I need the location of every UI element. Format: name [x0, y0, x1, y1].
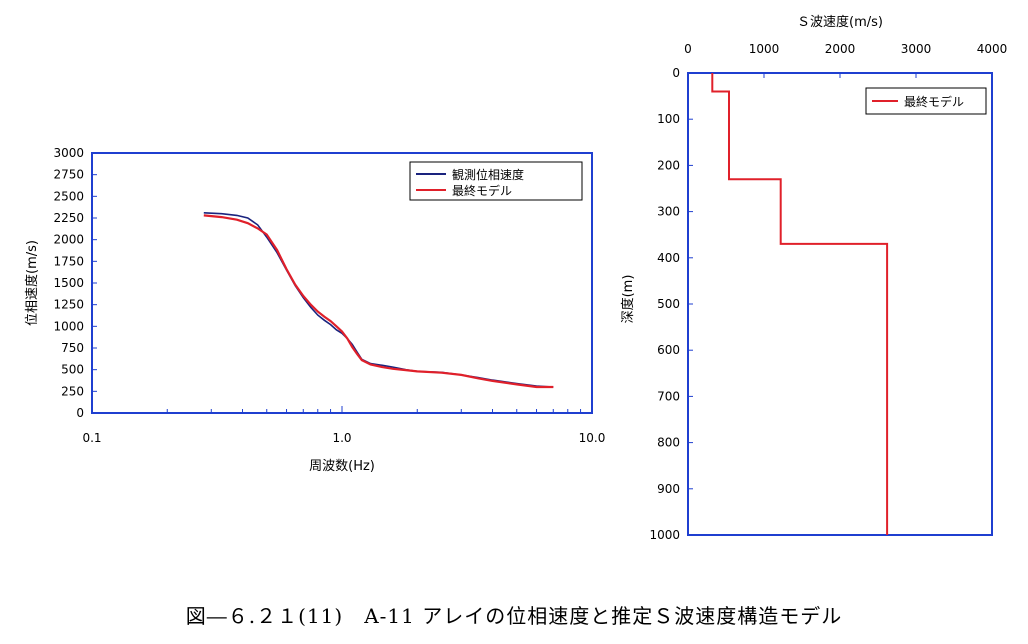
phase-velocity-chart: 0 250 500 750 1000 1250 1500 1750 2000 2250 2500 27…	[24, 146, 605, 474]
y-tick-label: 200	[657, 158, 680, 172]
y-tick-label: 600	[657, 343, 680, 357]
y-tick-label: 1750	[53, 254, 84, 268]
y-tick-label: 250	[61, 384, 84, 398]
y-tick-label: 100	[657, 112, 680, 126]
legend-label: 観測位相速度	[452, 167, 524, 182]
y-tick-label: 750	[61, 341, 84, 355]
y-tick-label: 2750	[53, 168, 84, 182]
x-tick-label: 10.0	[579, 431, 606, 445]
x-axis-ticks: 0.1 1.0 10.0	[82, 406, 605, 445]
series-lines	[203, 212, 554, 389]
y-tick-label: 1500	[53, 276, 84, 290]
y-tick-label: 1000	[53, 319, 84, 333]
legend: 最終モデル	[865, 87, 987, 115]
y-tick-label: 0	[76, 406, 84, 420]
x-axis-label: 周波数(Hz)	[309, 459, 375, 474]
y-tick-label: 1000	[649, 528, 680, 542]
y-tick-label: 1250	[53, 298, 84, 312]
shear-velocity-profile-chart: 0 100 200 300 400 500 600 700 800 900 1000 0 1000 20…	[620, 14, 1007, 542]
y-tick-label: 2000	[53, 233, 84, 247]
y-tick-label: 3000	[53, 146, 84, 160]
plot-frame	[687, 72, 993, 536]
series-line-model	[203, 214, 554, 389]
y-tick-label: 400	[657, 251, 680, 265]
x-tick-label: 4000	[977, 42, 1008, 56]
y-axis-ticks: 0 250 500 750 1000 1250 1500 1750 2000 2250 2500 27…	[53, 146, 97, 420]
legend-box	[409, 161, 583, 201]
y-tick-label: 900	[657, 482, 680, 496]
x-tick-label: 0	[684, 42, 692, 56]
series-line-observed	[203, 212, 554, 388]
series-line-model	[711, 73, 889, 535]
y-tick-label: 500	[61, 363, 84, 377]
y-axis-label: 深度(m)	[620, 275, 636, 324]
y-tick-label: 0	[672, 66, 680, 80]
figure-caption: 図―６.２１(11) A-11 アレイの位相速度と推定Ｓ波速度構造モデル	[185, 604, 843, 628]
y-tick-label: 2250	[53, 211, 84, 225]
x-tick-label: 3000	[901, 42, 932, 56]
legend-label: 最終モデル	[904, 94, 964, 109]
y-tick-label: 800	[657, 436, 680, 450]
y-axis-label: 位相速度(m/s)	[24, 240, 40, 326]
y-tick-label: 300	[657, 205, 680, 219]
x-axis-label: Ｓ波速度(m/s)	[797, 14, 883, 30]
x-tick-label: 2000	[825, 42, 856, 56]
series-lines	[711, 73, 889, 535]
y-axis-ticks: 0 100 200 300 400 500 600 700 800 900 1000	[649, 66, 693, 542]
x-axis-ticks: 0 1000 2000 3000 4000	[684, 42, 1007, 78]
y-tick-label: 2500	[53, 189, 84, 203]
legend-label: 最終モデル	[452, 183, 512, 198]
x-tick-label: 1000	[749, 42, 780, 56]
x-tick-label: 1.0	[332, 431, 351, 445]
y-tick-label: 500	[657, 297, 680, 311]
x-tick-label: 0.1	[82, 431, 101, 445]
y-tick-label: 700	[657, 389, 680, 403]
